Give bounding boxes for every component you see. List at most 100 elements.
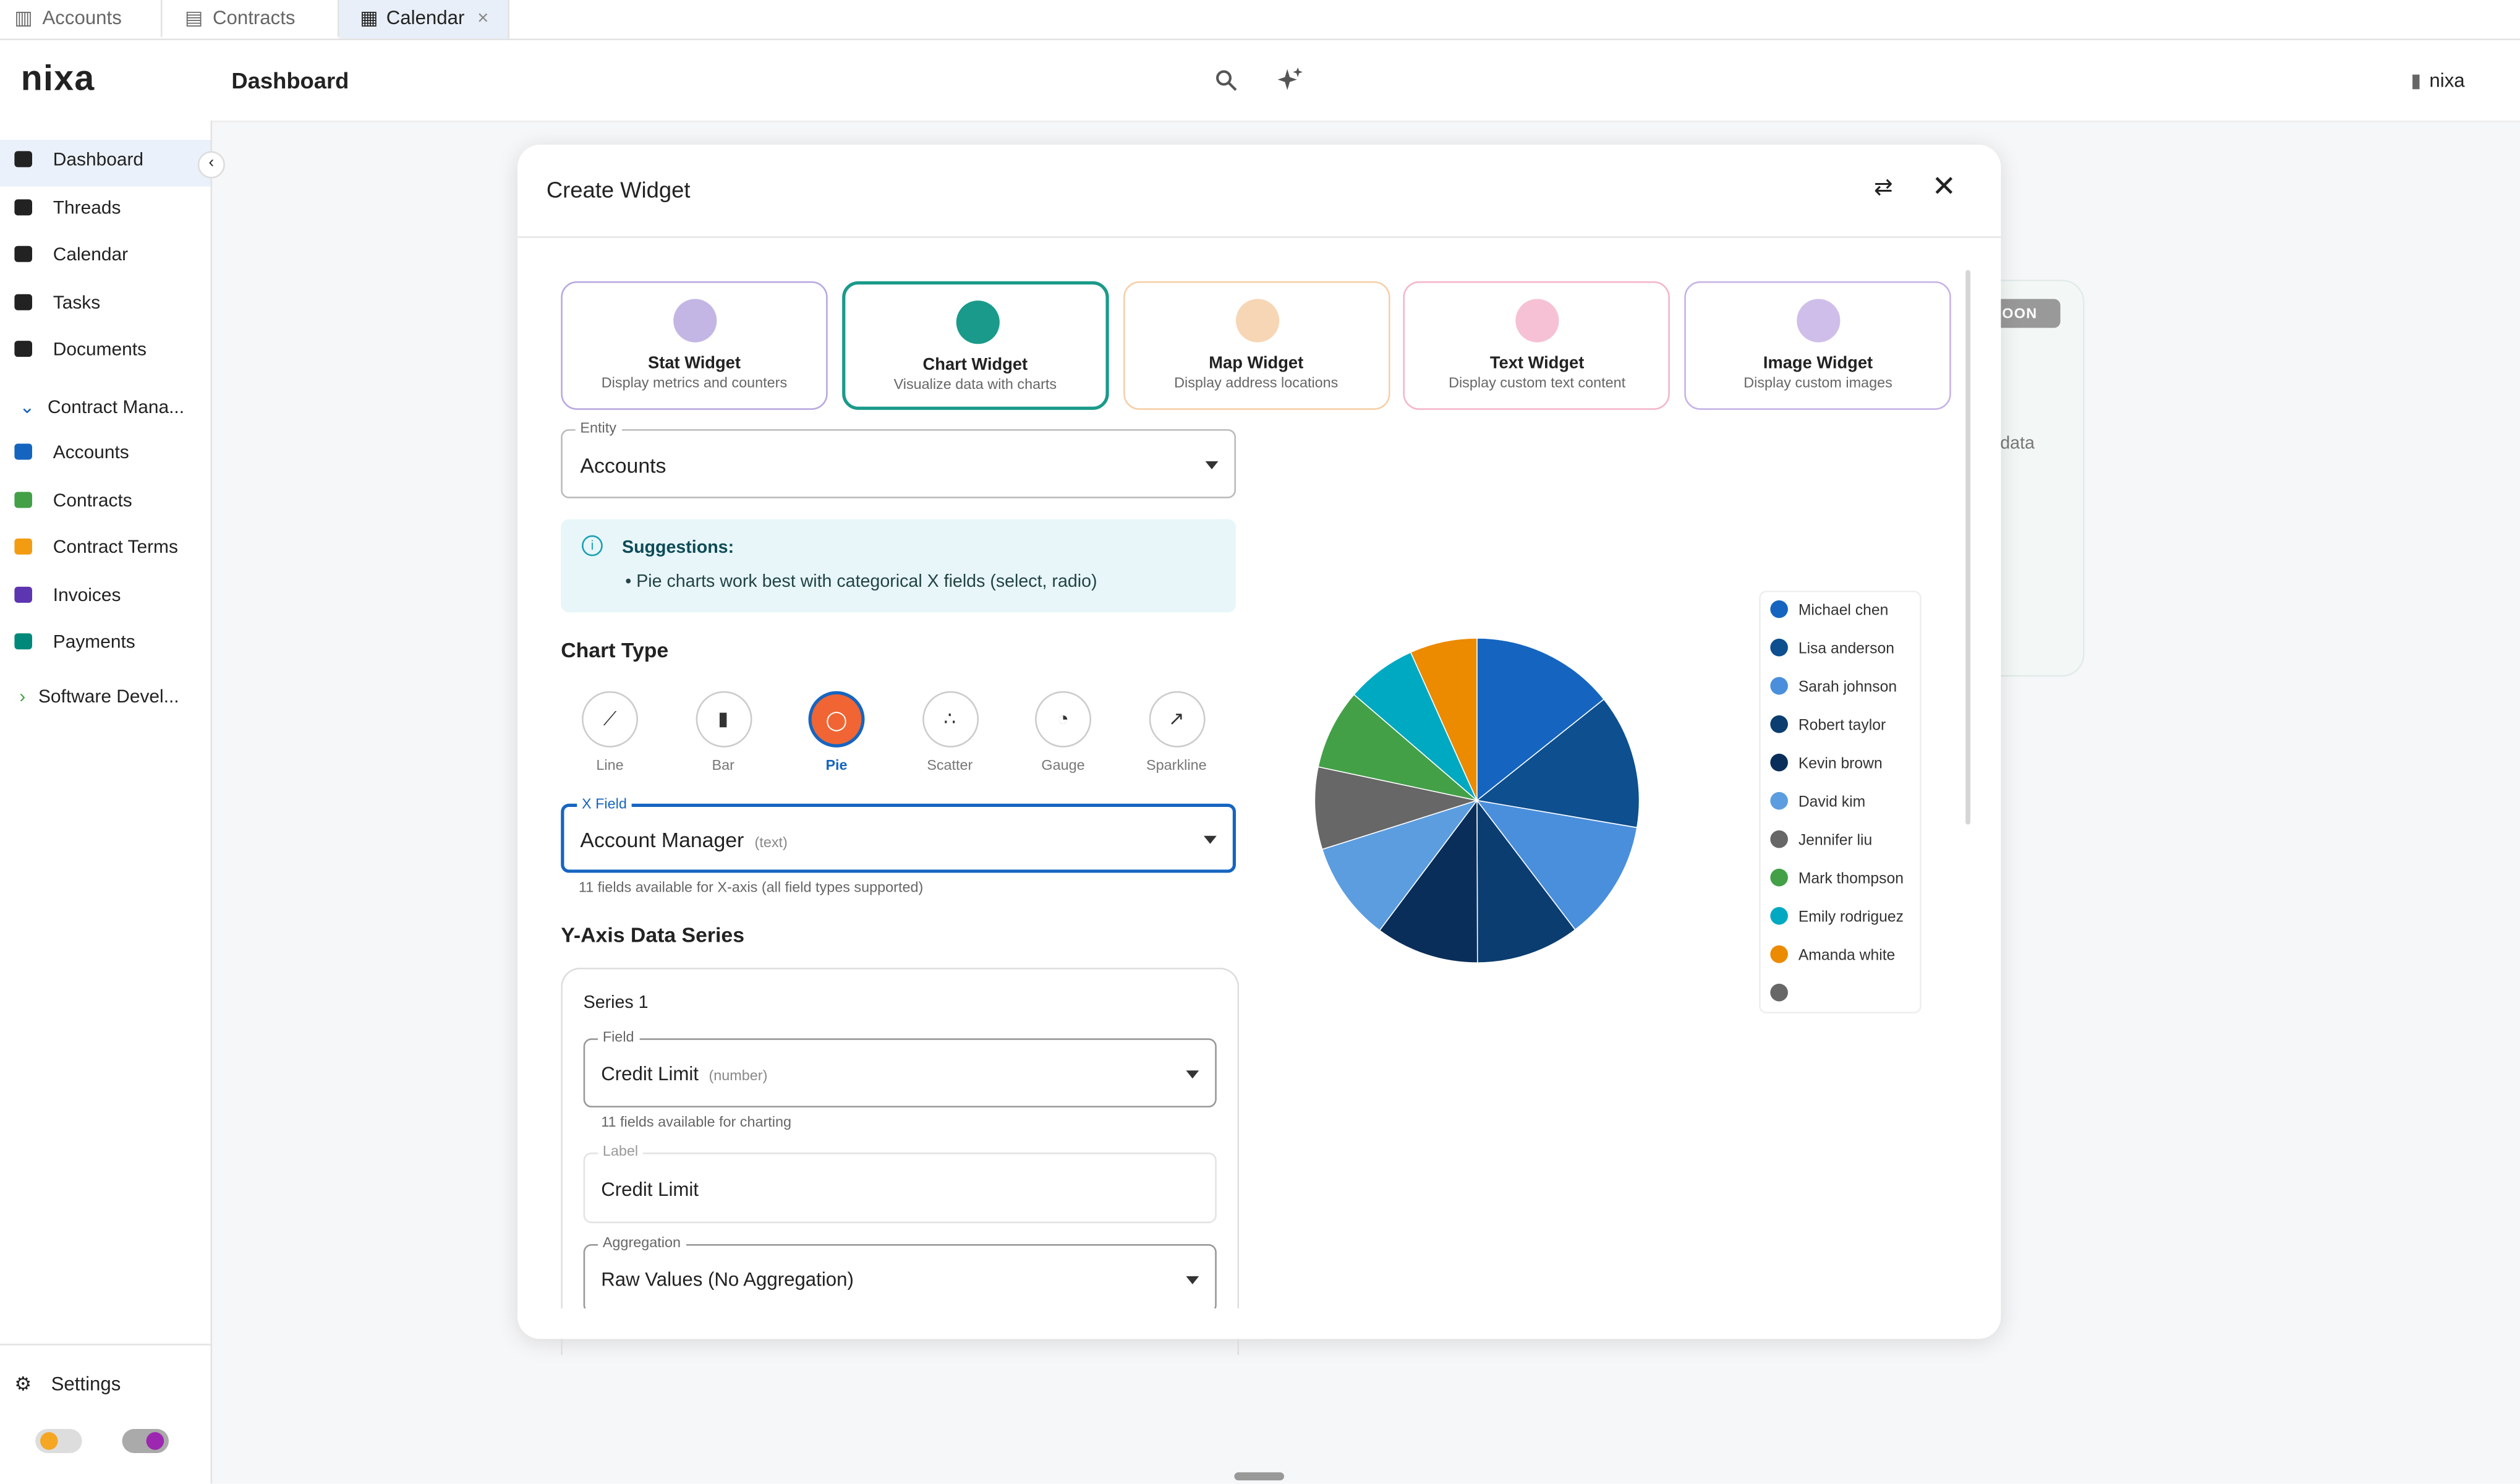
legend-label: Emily rodriguez [1798,908,1904,925]
sidebar [0,120,213,1484]
chart-type-button[interactable]: ↗ [1148,691,1205,748]
aggregation-select[interactable]: Aggregation Raw Values (No Aggregation) [583,1234,1217,1313]
light-toggle[interactable] [35,1428,82,1453]
widget-card[interactable]: Image Widget Display custom images [1684,281,1952,410]
settings[interactable]: ⚙ Settings [14,1372,121,1396]
tab[interactable]: ▥ Accounts [0,0,163,37]
divider [517,236,2001,238]
suggestions-title: Suggestions: [622,538,734,558]
workspace-name: nixa [2429,69,2465,92]
chart-type-label: Gauge [1041,757,1085,774]
nav-label: Dashboard [53,151,144,171]
scroll-handle [1234,1472,1285,1481]
field-value: Raw Values (No Aggregation) [601,1268,854,1291]
scrollbar [1965,270,1970,825]
legend-swatch [1770,906,1788,925]
active-item-bg [0,140,211,187]
widget-title: Chart Widget [922,355,1028,375]
pie-slice [1314,766,1479,850]
nav-label: Threads [53,199,121,219]
entity-select[interactable]: Entity Accounts [561,419,1237,498]
nav-item[interactable]: Tasks [14,294,100,313]
chart-type-button[interactable]: ◯ [808,691,865,748]
chart-type-label: Pie [825,757,848,774]
nav-label: Documents [53,341,147,360]
nav-item[interactable]: Accounts [14,443,129,463]
nav-group-label: Contract Mana... [48,398,185,418]
nav-item[interactable]: Contracts [14,492,132,511]
modal: Create Widget ⇄ ✕ Stat Widget Display met… [517,144,2001,1355]
suggestion-text: Pie charts work best with categorical X … [636,572,1097,592]
close-button[interactable]: ✕ [1931,170,1956,203]
workspace[interactable]: ▮ nixa [2411,69,2465,92]
widget-description: Display metrics and counters [601,374,788,391]
pie-slice [1353,651,1478,801]
legend-label: Jennifer liu [1798,832,1872,848]
ai-icon[interactable] [1277,67,1304,93]
widget-description: Display custom text content [1449,374,1626,391]
nav-item[interactable]: Dashboard [14,151,144,171]
pie-chart: Michael chen Lisa anderson Sarah johnson Ro… [1314,591,1922,1013]
nav-group[interactable]: ⌄ Contract Mana... [19,398,185,418]
nav-item[interactable]: Invoices [14,586,121,607]
field-label: Label [598,1143,643,1159]
collapse-button[interactable]: ‹ [197,151,225,179]
chart-type-button[interactable]: ◔ [1035,691,1092,748]
widget-card[interactable]: Stat Widget Display metrics and counters [561,281,828,410]
section-heading: Chart Type [561,638,669,662]
chart-type-label: Line [596,757,624,774]
suggestion: • Pie charts work best with categorical … [625,572,1097,592]
nav-group-label: Software Devel... [38,688,179,707]
search-icon[interactable] [1215,69,1237,92]
widget-description: Display custom images [1743,374,1892,391]
widget-card[interactable]: Text Widget Display custom text content [1403,281,1671,410]
label-input[interactable]: Label Credit Limit [583,1143,1217,1224]
swap-button[interactable]: ⇄ [1874,173,1893,200]
field-value: Account Manager [580,827,744,852]
settings-label: Settings [51,1372,121,1396]
section-heading: Y-Axis Data Series [561,923,745,947]
chart-type-button[interactable]: ⟋ [582,691,639,748]
nav-item[interactable]: Calendar [14,245,128,265]
widget-title: Text Widget [1489,353,1585,373]
nav-group[interactable]: › Software Devel... [19,688,179,707]
pie-slice [1317,694,1478,801]
widget-description: Visualize data with charts [893,376,1057,393]
chart-type-button[interactable]: ∴ [921,691,978,748]
field-type: (text) [754,834,788,851]
field-select[interactable]: Field Credit Limit (number) [583,1028,1217,1108]
modal-title: Create Widget [546,176,691,203]
nav-item[interactable]: Documents [14,341,147,360]
nav-label: Invoices [53,586,121,607]
nav-item[interactable]: Threads [14,199,121,219]
field-label: Field [598,1028,639,1045]
nav-item[interactable]: Payments [14,633,135,652]
tab[interactable]: ▦ Calendar × [339,0,510,39]
pie-slice [1476,799,1576,963]
pie-slice [1379,799,1478,963]
nav-item[interactable]: Contract Terms [14,538,178,558]
tab[interactable]: ▤ Contracts [163,0,339,37]
field-value: Credit Limit [601,1178,699,1201]
legend-swatch [1770,600,1788,618]
chart-type-label: Sparkline [1146,757,1207,774]
pie-slice [1476,638,1605,802]
legend-swatch [1770,715,1788,733]
widget-title: Stat Widget [648,353,741,373]
chart-type-label: Bar [712,757,734,774]
header [0,40,2520,122]
legend-swatch [1770,945,1788,963]
pie-slice [1321,800,1479,931]
widget-card[interactable]: Chart Widget Visualize data with charts [841,281,1109,410]
chart-type-button[interactable]: ▮ [695,691,752,748]
series-title: Series 1 [583,993,649,1013]
legend-label: Michael chen [1798,602,1888,618]
nav-label: Contracts [53,492,132,511]
widget-description: Display address locations [1174,374,1339,391]
theme-toggle[interactable] [122,1428,169,1453]
legend-swatch [1770,753,1788,772]
widget-card[interactable]: Map Widget Display address locations [1122,281,1390,410]
x-field-select[interactable]: X Field Account Manager (text) [561,795,1237,873]
tab-label: Calendar [386,6,465,29]
